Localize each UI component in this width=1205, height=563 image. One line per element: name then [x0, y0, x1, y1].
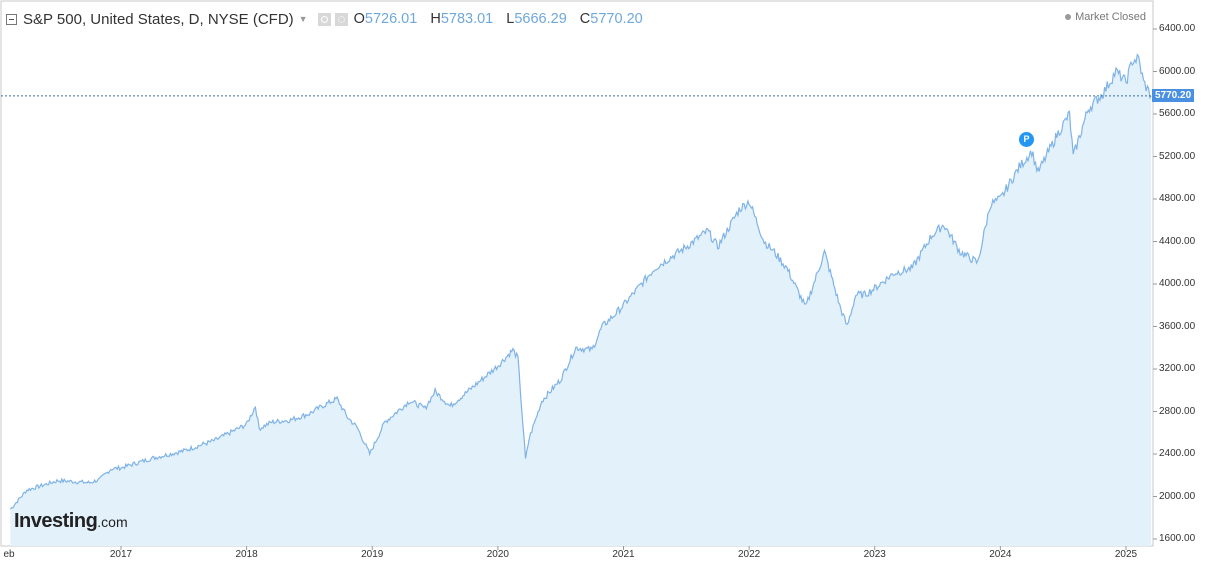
- x-tick-label: 2020: [486, 549, 509, 560]
- y-tick-label: 5600.00: [1159, 108, 1196, 119]
- high-label: H: [430, 11, 441, 27]
- y-tick-label: 3600.00: [1159, 320, 1196, 332]
- x-tick-marks: [120, 546, 1127, 550]
- series-line: [9, 53, 1152, 510]
- last-price-tag: 5770.20: [1152, 89, 1195, 102]
- y-tick-label: 6000.00: [1159, 65, 1196, 77]
- x-tick-label: 2024: [989, 549, 1012, 560]
- close-value: 5770.20: [590, 11, 643, 27]
- y-tick-label: 4000.00: [1159, 278, 1196, 289]
- symbol-title[interactable]: S&P 500, United States, D, NYSE (CFD): [23, 10, 294, 28]
- x-tick-label: 2021: [612, 549, 635, 560]
- y-tick-label: 2000.00: [1159, 490, 1196, 502]
- investing-logo: Investing.com: [14, 510, 128, 533]
- x-tick-label: 2025: [1114, 549, 1138, 560]
- y-tick-marks: [1153, 28, 1157, 540]
- close-label: C: [579, 11, 591, 27]
- low-label: L: [506, 11, 515, 27]
- x-tick-label: 2017: [109, 549, 133, 560]
- open-value: 5726.01: [364, 11, 418, 27]
- y-tick-label: 2400.00: [1159, 448, 1196, 459]
- collapse-icon[interactable]: [6, 13, 17, 25]
- logo-domain: .com: [97, 514, 128, 530]
- y-tick-label: 3200.00: [1159, 363, 1196, 374]
- y-tick-label: 4800.00: [1159, 193, 1196, 204]
- y-tick-label: 1600.00: [1159, 533, 1196, 544]
- x-tick-label: 2019: [361, 549, 384, 560]
- low-value: 5666.29: [514, 11, 567, 27]
- series-area: [10, 54, 1152, 546]
- y-tick-label: 4400.00: [1159, 235, 1196, 247]
- logo-brand: Investing: [14, 510, 98, 532]
- x-tick-label: 2023: [863, 549, 886, 560]
- visibility-icon[interactable]: [317, 12, 331, 26]
- status-dot-icon: [1065, 14, 1072, 20]
- x-tick-label: eb: [3, 549, 15, 560]
- market-status-text: Market Closed: [1075, 11, 1146, 23]
- y-tick-label: 5200.00: [1159, 150, 1196, 162]
- chart-header: S&P 500, United States, D, NYSE (CFD) ▼ …: [6, 9, 652, 29]
- dropdown-caret-icon[interactable]: ▼: [298, 14, 308, 24]
- y-tick-label: 6400.00: [1159, 23, 1196, 34]
- y-tick-label: 2800.00: [1159, 405, 1196, 417]
- high-value: 5783.01: [440, 11, 494, 27]
- x-tick-label: 2022: [738, 549, 761, 560]
- settings-icon[interactable]: [334, 12, 348, 26]
- event-badge[interactable]: P: [1018, 131, 1035, 148]
- market-status: Market Closed: [1065, 11, 1146, 23]
- x-tick-label: 2018: [235, 549, 258, 560]
- open-label: O: [353, 11, 365, 27]
- ohlc-readout: O5726.01 H5783.01 L5666.29 C5770.20: [354, 11, 652, 27]
